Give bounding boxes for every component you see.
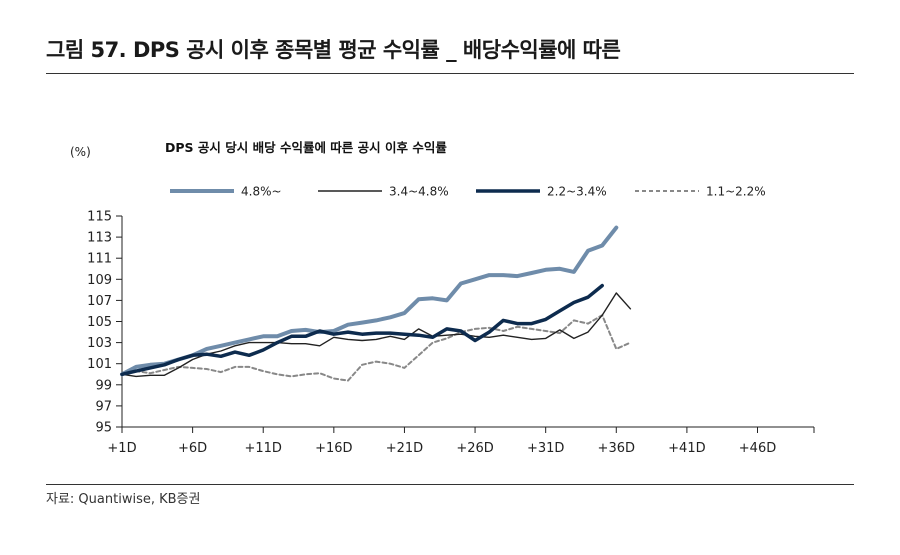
y-tick-label: 115 (87, 210, 112, 225)
y-tick-label: 95 (95, 421, 112, 436)
series-lines (120, 225, 632, 382)
x-tick-label: +46D (739, 441, 776, 456)
y-tick-label: 109 (87, 273, 112, 288)
legend-label-2: 3.4~4.8% (389, 185, 449, 199)
y-tick-label: 101 (87, 357, 112, 372)
x-tick-label: +26D (456, 441, 493, 456)
y-tick-label: 103 (87, 336, 112, 351)
y-tick-label: 111 (87, 252, 112, 267)
legend-label-3: 2.2~3.4% (547, 185, 607, 199)
x-tick-label: +31D (527, 441, 564, 456)
y-tick-label: 97 (95, 399, 112, 414)
x-tick-label: +41D (668, 441, 705, 456)
top-divider (46, 73, 854, 74)
legend-label-4: 1.1~2.2% (706, 185, 766, 199)
y-tick-label: 107 (87, 294, 112, 309)
x-tick-label: +21D (386, 441, 423, 456)
series-line-4 (121, 314, 632, 382)
source-note: 자료: Quantiwise, KB증권 (46, 492, 201, 507)
axes: 95 97 99 101 103 105 107 109 111 113 115 +1D +6D +11D… (87, 210, 815, 456)
x-tick-label: +36D (598, 441, 635, 456)
figure-title: 그림 57. DPS 공시 이후 종목별 평균 수익률 _ 배당수익률에 따른 (46, 38, 621, 62)
x-tick-label: +16D (315, 441, 352, 456)
chart-title: DPS 공시 당시 배당 수익률에 따른 공시 이후 수익률 (165, 140, 447, 155)
legend: 4.8%~ 3.4~4.8% 2.2~3.4% 1.1~2.2% (170, 185, 766, 199)
y-tick-label: 105 (87, 315, 112, 330)
series-line-3 (120, 283, 604, 377)
y-tick-label: 113 (87, 231, 112, 246)
y-tick-label: 99 (95, 378, 112, 393)
x-tick-label: +6D (178, 441, 207, 456)
x-tick-label: +1D (107, 441, 136, 456)
x-tick-label: +11D (244, 441, 281, 456)
bottom-divider (46, 484, 854, 485)
legend-label-1: 4.8%~ (241, 185, 282, 199)
y-axis-unit: (%) (70, 145, 91, 159)
series-line-1 (120, 225, 619, 377)
